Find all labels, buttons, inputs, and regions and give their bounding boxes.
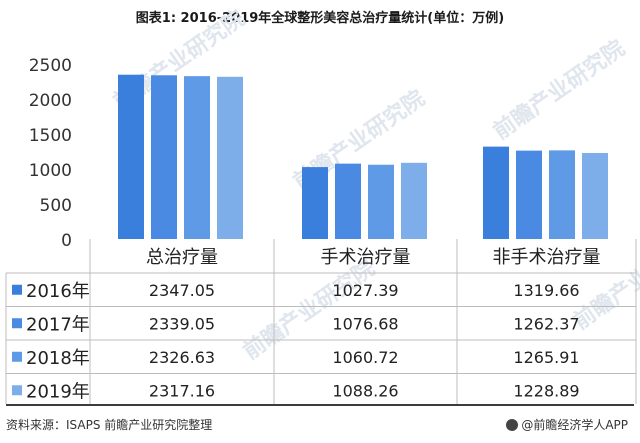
- bar-0-0: [118, 75, 144, 239]
- legend-swatch-2: [12, 352, 22, 362]
- data-label-0-1: 1027.39: [332, 281, 398, 300]
- bar-1-1: [335, 164, 361, 239]
- data-label-0-0: 2347.05: [149, 281, 215, 300]
- bar-1-3: [401, 163, 427, 239]
- source-note: 资料来源：ISAPS 前瞻产业研究院整理: [6, 416, 212, 433]
- y-tick-label-5: 0: [61, 231, 72, 251]
- category-label-0: 总治疗量: [146, 247, 218, 268]
- footer-divider: [6, 404, 634, 406]
- legend-label-3: 2019年: [26, 381, 90, 402]
- bar-1-2: [368, 165, 394, 239]
- data-label-3-0: 2317.16: [149, 381, 215, 400]
- bar-0-3: [217, 77, 243, 239]
- data-label-3-2: 1228.89: [513, 381, 579, 400]
- watermark-text-2: 前瞻产业研究院: [489, 35, 630, 145]
- bar-2-0: [483, 147, 509, 239]
- legend-swatch-1: [12, 318, 22, 328]
- bar-2-3: [582, 153, 608, 239]
- legend-label-0: 2016年: [26, 281, 90, 302]
- bar-0-1: [151, 75, 177, 239]
- legend-label-2: 2018年: [26, 348, 90, 369]
- y-tick-label-4: 500: [40, 196, 72, 216]
- y-tick-label-2: 1500: [29, 126, 72, 146]
- data-label-1-2: 1262.37: [513, 314, 579, 333]
- legend-swatch-0: [12, 285, 22, 295]
- bar-1-0: [302, 167, 328, 239]
- footer: 资料来源：ISAPS 前瞻产业研究院整理 @前瞻经济学人APP: [0, 404, 640, 443]
- category-label-1: 手术治疗量: [321, 247, 411, 268]
- legend-label-1: 2017年: [26, 314, 90, 335]
- data-label-2-0: 2326.63: [149, 348, 215, 367]
- data-label-2-2: 1265.91: [513, 348, 579, 367]
- legend-swatch-3: [12, 385, 22, 395]
- brand-logo-icon: [506, 419, 518, 431]
- bar-2-2: [549, 150, 575, 239]
- data-label-0-2: 1319.66: [513, 281, 579, 300]
- y-tick-label-3: 1000: [29, 161, 72, 181]
- data-label-1-0: 2339.05: [149, 314, 215, 333]
- bar-0-2: [184, 76, 210, 239]
- data-label-2-1: 1060.72: [332, 348, 398, 367]
- y-tick-label-0: 2500: [29, 56, 72, 76]
- data-label-3-1: 1088.26: [332, 381, 398, 400]
- bar-2-1: [516, 151, 542, 239]
- brand-credit: @前瞻经济学人APP: [506, 416, 628, 433]
- category-label-2: 非手术治疗量: [493, 247, 601, 268]
- brand-text: @前瞻经济学人APP: [521, 418, 628, 432]
- data-label-1-1: 1076.68: [332, 314, 398, 333]
- y-tick-label-1: 2000: [29, 91, 72, 111]
